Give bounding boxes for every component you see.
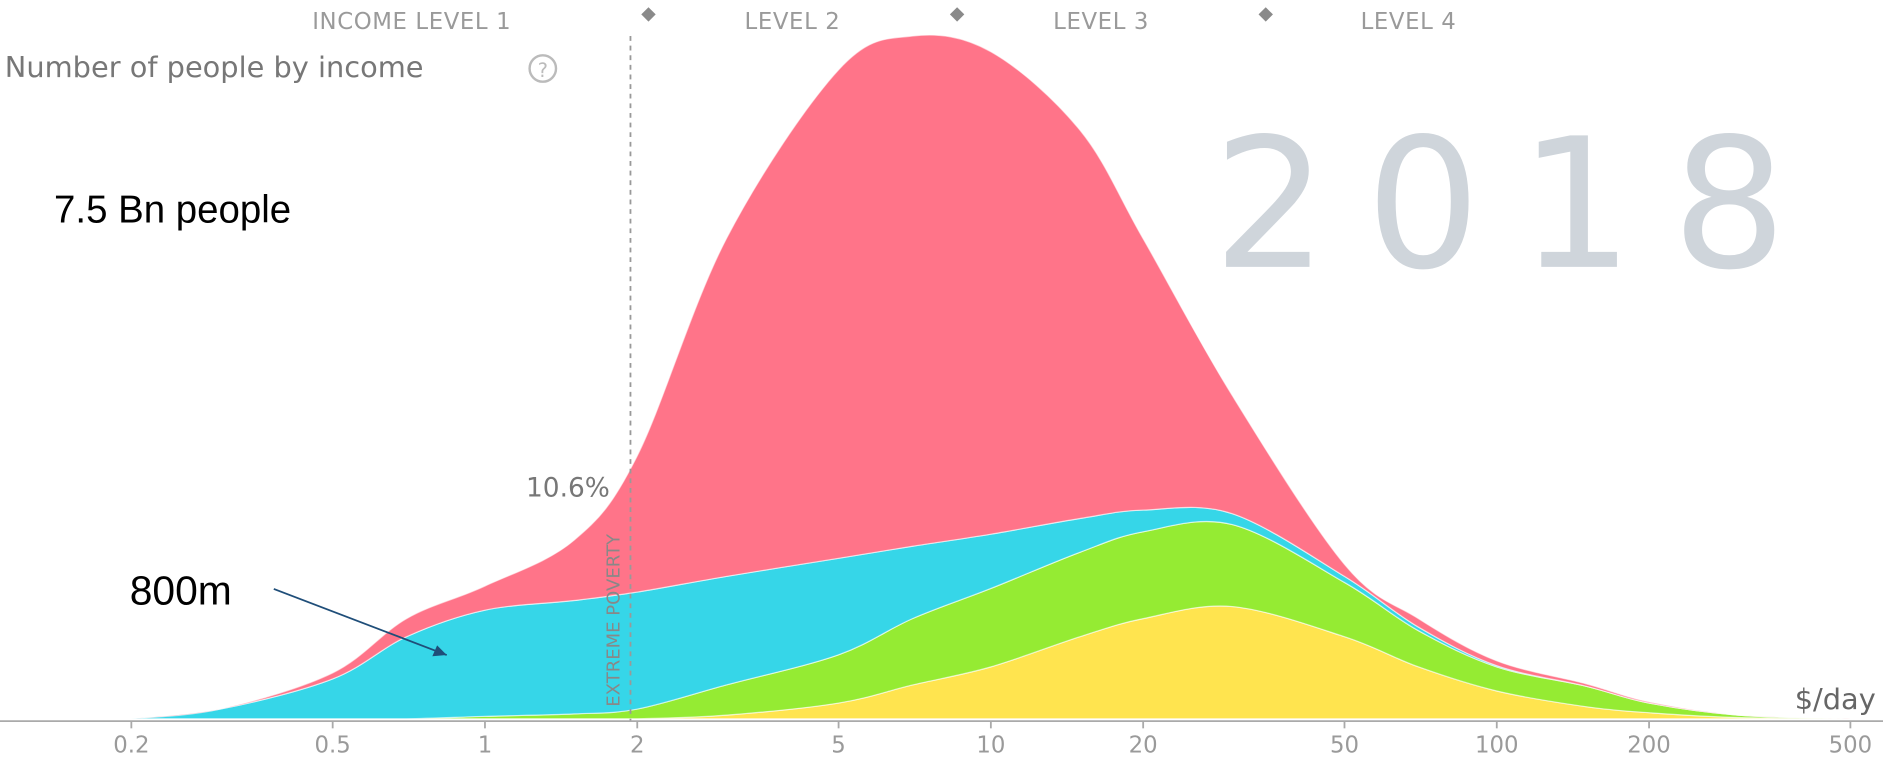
x-tick-label: 500 — [1829, 732, 1873, 758]
ticks: 0.2 0.5 1 2 5 10 20 50 100 200 500 — [113, 721, 1872, 758]
annotation-label: 800m — [130, 568, 232, 614]
x-tick-label: 20 — [1129, 732, 1158, 758]
poverty-label: EXTREME POVERTY — [604, 533, 625, 707]
x-tick-label: 10 — [976, 732, 1005, 758]
x-tick-label: 2 — [630, 732, 645, 758]
x-tick-label: 1 — [478, 732, 493, 758]
percent-label: 10.6% — [526, 472, 610, 503]
x-axis-label: $/day — [1795, 682, 1876, 716]
level-label: LEVEL 4 — [1361, 9, 1457, 35]
level-label: LEVEL 3 — [1053, 9, 1149, 35]
chart-title: Number of people by income — [5, 50, 424, 84]
x-tick-label: 0.5 — [315, 732, 351, 758]
level-divider — [641, 7, 1273, 22]
areas — [131, 34, 1851, 720]
level-label: INCOME LEVEL 1 — [312, 9, 511, 35]
annotation-arrow — [273, 588, 448, 656]
area — [131, 34, 1851, 720]
x-tick-label: 5 — [831, 732, 846, 758]
x-tick-label: 200 — [1627, 732, 1671, 758]
level-label: LEVEL 2 — [745, 9, 841, 35]
x-tick-label: 100 — [1475, 732, 1519, 758]
help-icon[interactable]: ? — [528, 54, 558, 83]
arrow-head — [432, 645, 447, 657]
year-label: 2018 — [1213, 101, 1825, 310]
x-tick-label: 0.2 — [113, 732, 149, 758]
svg-text:?: ? — [538, 59, 548, 82]
population-label: 7.5 Bn people — [54, 188, 291, 231]
x-tick-label: 50 — [1330, 732, 1359, 758]
